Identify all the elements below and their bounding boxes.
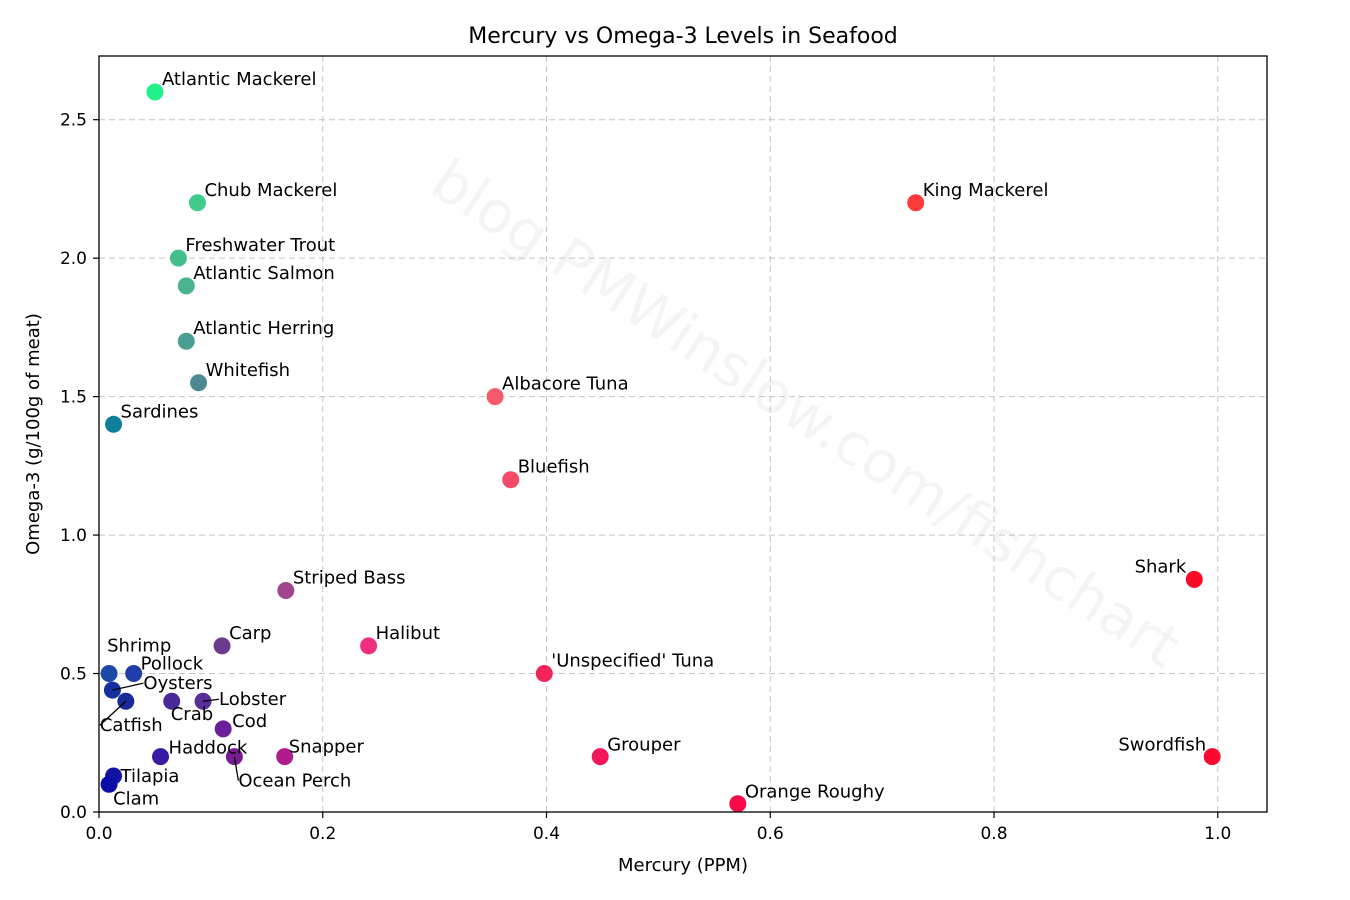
plot-frame [98,55,1268,813]
point-label: Halibut [376,623,440,644]
data-point [214,720,232,738]
label-leader-line [112,682,144,691]
point-label: Atlantic Salmon [193,263,335,284]
data-point [486,388,504,406]
data-point [125,665,143,683]
y-tick-label: 2.0 [60,249,87,269]
data-point [591,748,609,766]
point-label: Freshwater Trout [185,235,335,256]
y-tick-label: 1.5 [60,388,87,408]
data-point [177,332,195,350]
data-point [105,415,123,433]
point-label: Tilapia [120,766,180,787]
label-leader-line [202,698,220,702]
point-label: King Mackerel [923,180,1049,201]
data-point [100,665,118,683]
watermark-text: blog.PMWinslow.com/fishchart [419,146,1192,681]
x-axis-label: Mercury (PPM) [618,855,748,876]
label-leader-line [233,756,240,781]
point-label: Oysters [143,673,212,694]
point-label: Carp [229,623,271,644]
point-label: Cod [232,711,267,732]
point-label: 'Unspecified' Tuna [551,651,714,672]
point-label: Sardines [121,401,199,422]
x-tick-label: 0.8 [980,824,1007,844]
x-tick-label: 0.0 [85,824,112,844]
point-label: Atlantic Mackerel [162,69,317,90]
point-label: Shark [1135,556,1187,577]
data-point [1203,748,1221,766]
data-point [213,637,231,655]
y-axis-label: Omega-3 (g/100g of meat) [23,313,44,555]
data-point [100,775,118,793]
x-tick-label: 0.2 [309,824,336,844]
x-tick-label: 1.0 [1204,824,1231,844]
y-tick-label: 1.0 [60,526,87,546]
point-label: Albacore Tuna [502,374,629,395]
point-label: Haddock [169,738,248,759]
point-label: Swordfish [1118,735,1206,756]
label-leader-line [99,700,127,726]
data-point [163,692,181,710]
point-label: Ocean Perch [238,771,351,792]
data-point [535,665,553,683]
point-label: Shrimp [107,636,171,657]
data-point [729,795,747,813]
data-point [360,637,378,655]
data-point [146,83,164,101]
data-point [907,194,925,212]
data-point [502,471,520,489]
chart-title: Mercury vs Omega-3 Levels in Seafood [468,24,898,49]
data-point [177,277,195,295]
point-label: Striped Bass [293,567,406,588]
y-tick-label: 2.5 [60,111,87,131]
point-label: Clam [113,788,159,809]
point-label: Crab [171,704,213,725]
x-tick-label: 0.6 [757,824,784,844]
data-point [277,581,295,599]
x-tick-label: 0.4 [533,824,560,844]
data-point [169,249,187,267]
y-tick-label: 0.0 [60,803,87,823]
data-point [1185,570,1203,588]
point-label: Orange Roughy [745,782,885,803]
data-point [190,374,208,392]
point-label: Chub Mackerel [204,180,337,201]
point-label: Grouper [607,735,681,756]
data-point [188,194,206,212]
y-tick-label: 0.5 [60,665,87,685]
point-label: Bluefish [518,457,590,478]
point-label: Snapper [289,737,365,758]
point-label: Catfish [100,715,163,736]
data-point [276,748,294,766]
data-point [152,748,170,766]
point-label: Atlantic Herring [193,318,334,339]
point-label: Whitefish [206,360,290,381]
point-label: Pollock [141,654,204,675]
point-label: Lobster [219,689,287,710]
